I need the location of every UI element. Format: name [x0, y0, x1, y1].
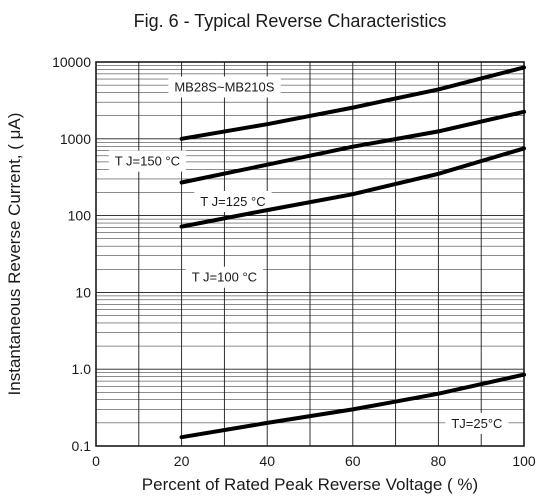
annotation-box [108, 150, 187, 172]
annotation-text: T J=100 °C [192, 270, 257, 285]
series-line [179, 372, 526, 440]
x-tick-label: 40 [259, 453, 275, 469]
y-tick-label: 10 [75, 284, 91, 300]
x-tick-label: 20 [174, 453, 190, 469]
series-line [179, 109, 526, 185]
annotation-label: TJ=25°C [445, 412, 509, 434]
annotation-label: T J=150 °C [108, 150, 187, 172]
x-tick-label: 80 [431, 453, 447, 469]
x-tick-label: 0 [92, 453, 100, 469]
series-line [179, 146, 526, 229]
annotation-box [194, 190, 272, 212]
y-tick-label: 1000 [60, 131, 91, 147]
annotation-box [445, 412, 509, 434]
curves [179, 65, 526, 440]
annotations: MB28S~MB210S T J=150 °C T J=125 °C T J=100 … [108, 76, 509, 434]
plot-frame [95, 61, 525, 447]
y-tick-label: 0.1 [72, 438, 92, 454]
x-tick-labels: 0 20 40 60 80 100 [92, 453, 536, 469]
y-tick-label: 1.0 [72, 361, 92, 377]
x-tick-label: 60 [345, 453, 361, 469]
y-tick-label: 100 [68, 208, 92, 224]
annotation-label: T J=125 °C [194, 190, 272, 212]
annotation-label: T J=100 °C [185, 266, 264, 288]
annotation-text: TJ=25°C [451, 416, 502, 431]
x-tick-label: 100 [512, 453, 536, 469]
y-tick-label: 10000 [52, 54, 91, 70]
annotation-text: T J=125 °C [200, 194, 265, 209]
annotation-label: MB28S~MB210S [168, 76, 281, 98]
annotation-box [185, 266, 264, 288]
y-axis-label: Instantaneous Reverse Current, ( μA) [5, 113, 24, 396]
series-line [179, 65, 526, 141]
annotation-text: T J=150 °C [115, 154, 180, 169]
x-axis-label: Percent of Rated Peak Reverse Voltage ( … [142, 475, 478, 494]
annotation-text: MB28S~MB210S [174, 79, 274, 94]
chart-title: Fig. 6 - Typical Reverse Characteristics [134, 11, 447, 31]
y-tick-labels: 10000 1000 100 10 1.0 0.1 [52, 54, 91, 454]
annotation-box [168, 76, 281, 98]
